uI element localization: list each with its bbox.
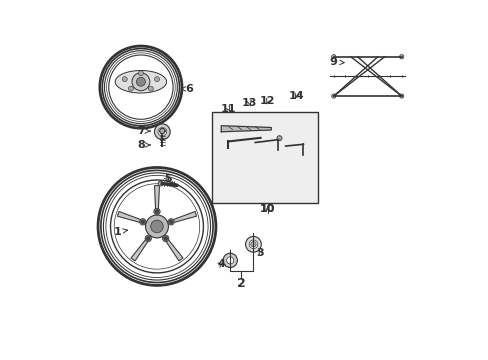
Polygon shape xyxy=(154,186,159,213)
Polygon shape xyxy=(131,237,150,261)
Circle shape xyxy=(122,77,127,82)
Circle shape xyxy=(154,124,170,140)
Ellipse shape xyxy=(115,71,166,93)
Text: 10: 10 xyxy=(260,204,275,214)
Circle shape xyxy=(169,220,173,224)
Polygon shape xyxy=(117,212,144,224)
Text: 1: 1 xyxy=(114,227,127,237)
Circle shape xyxy=(146,237,150,240)
Text: 14: 14 xyxy=(288,91,304,101)
Polygon shape xyxy=(221,126,271,132)
Circle shape xyxy=(167,219,174,225)
Text: 2: 2 xyxy=(236,277,245,290)
Circle shape xyxy=(154,77,159,82)
Polygon shape xyxy=(163,237,183,261)
Circle shape xyxy=(331,94,335,98)
Circle shape xyxy=(331,55,335,59)
Text: 11: 11 xyxy=(220,104,236,113)
Circle shape xyxy=(150,220,163,233)
Circle shape xyxy=(148,86,153,91)
Circle shape xyxy=(399,55,403,59)
Text: 9: 9 xyxy=(329,57,344,67)
Circle shape xyxy=(163,237,167,240)
Text: 4: 4 xyxy=(217,259,225,269)
Circle shape xyxy=(226,257,233,264)
Circle shape xyxy=(145,235,151,242)
Circle shape xyxy=(138,71,143,76)
Circle shape xyxy=(158,181,163,186)
Circle shape xyxy=(153,208,160,215)
Circle shape xyxy=(160,130,164,134)
Circle shape xyxy=(136,77,145,86)
Text: 13: 13 xyxy=(242,98,257,108)
Text: 3: 3 xyxy=(256,248,264,258)
Text: 12: 12 xyxy=(260,96,275,107)
Polygon shape xyxy=(169,212,196,224)
Circle shape xyxy=(140,219,146,225)
Circle shape xyxy=(248,240,257,249)
Circle shape xyxy=(132,73,149,91)
Circle shape xyxy=(145,215,168,238)
Circle shape xyxy=(276,136,282,141)
Text: 5: 5 xyxy=(163,174,171,184)
Text: 8: 8 xyxy=(137,140,150,150)
Circle shape xyxy=(399,94,403,98)
Circle shape xyxy=(158,127,166,136)
Circle shape xyxy=(141,220,144,224)
Polygon shape xyxy=(159,129,165,134)
Circle shape xyxy=(223,253,237,267)
Circle shape xyxy=(128,86,133,91)
Text: 6: 6 xyxy=(181,84,193,94)
Text: 10: 10 xyxy=(260,204,275,214)
Circle shape xyxy=(162,235,168,242)
Circle shape xyxy=(155,210,159,213)
Circle shape xyxy=(245,237,261,252)
Circle shape xyxy=(250,242,256,247)
Text: 7: 7 xyxy=(137,126,150,136)
Bar xyxy=(212,112,317,203)
